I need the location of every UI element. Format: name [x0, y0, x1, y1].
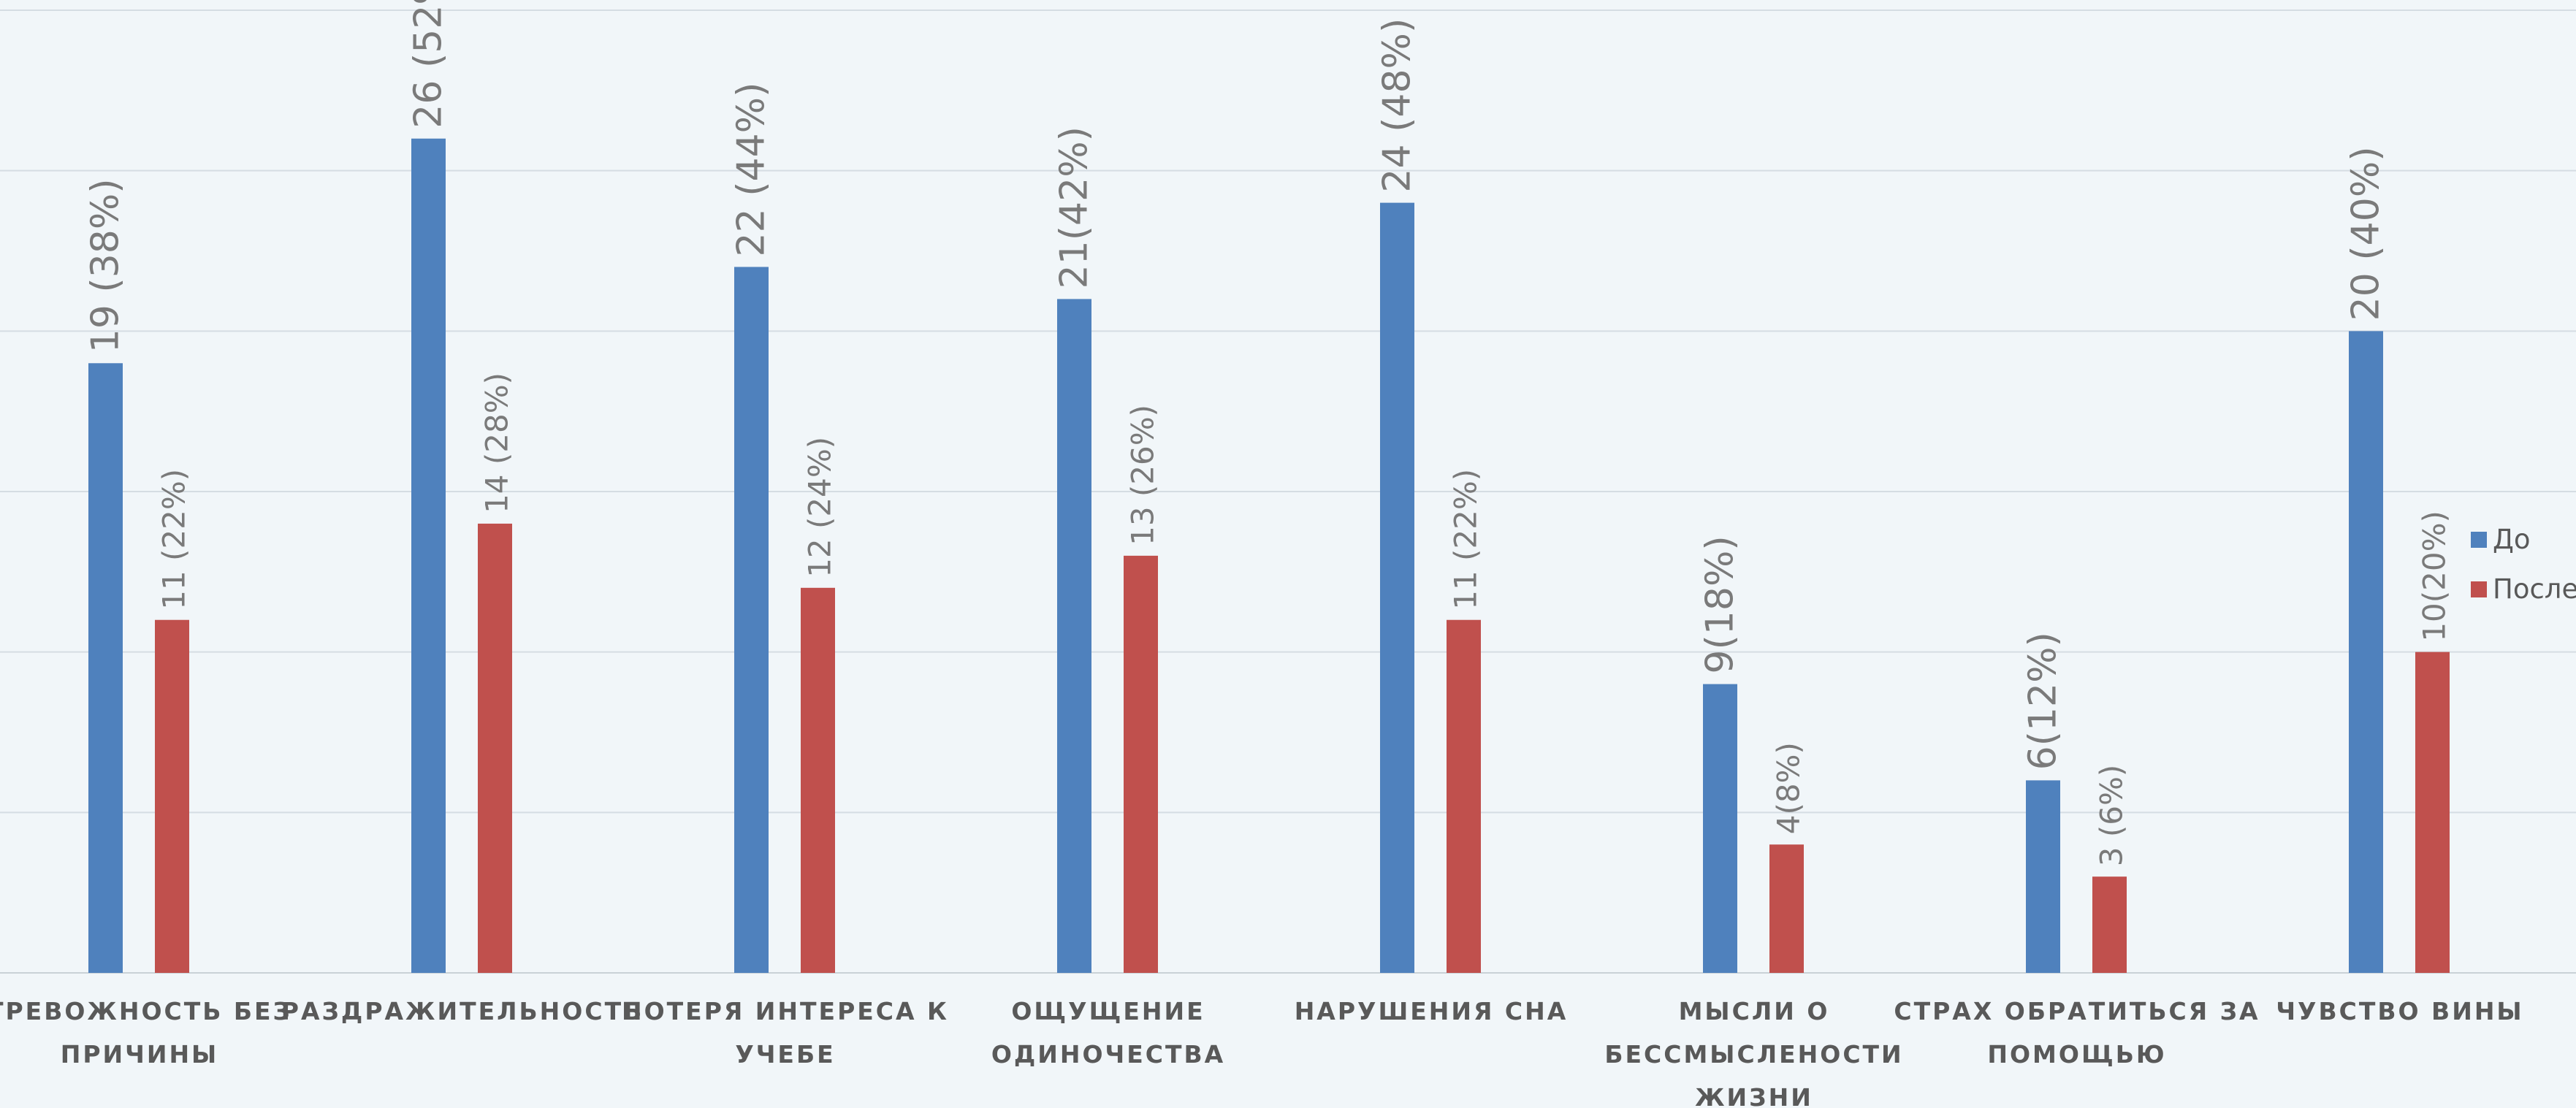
category-label-3: ОЩУЩЕНИЕ ОДИНОЧЕСТВА: [991, 997, 1225, 1069]
data-label-after-4: 11 (22%): [1448, 469, 1484, 610]
data-label-after-0: 11 (22%): [156, 469, 192, 610]
bar-before-7: [2349, 331, 2383, 973]
legend-swatch-before: [2471, 532, 2487, 548]
category-label-0: ТРЕВОЖНОСТЬ БЕЗ ПРИЧИНЫ: [0, 997, 292, 1069]
bar-before-3: [1057, 299, 1091, 973]
data-label-before-0: 19 (38%): [84, 178, 128, 353]
data-label-after-6: 3 (6%): [2094, 765, 2130, 866]
bar-before-2: [734, 267, 769, 973]
data-label-before-5: 9(18%): [1699, 535, 1742, 673]
data-label-before-3: 21(42%): [1053, 126, 1097, 289]
data-label-before-6: 6(12%): [2021, 632, 2065, 770]
bar-after-5: [1769, 844, 1804, 973]
bar-before-4: [1380, 202, 1414, 974]
bar-before-0: [88, 363, 123, 973]
legend-swatch-after: [2471, 581, 2487, 597]
bar-before-5: [1703, 684, 1737, 973]
bar-after-1: [478, 523, 512, 973]
bars: [88, 138, 2450, 974]
category-labels: ТРЕВОЖНОСТЬ БЕЗ ПРИЧИНЫРАЗДРАЖИТЕЛЬНОСТЬП…: [0, 997, 2523, 1108]
data-label-after-5: 4(8%): [1771, 742, 1807, 834]
category-label-5: МЫСЛИ О БЕССМЫСЛЕНОСТИ ЖИЗНИ: [1604, 997, 1903, 1108]
data-label-before-1: 26 (52%): [407, 0, 451, 129]
data-label-after-3: 13 (26%): [1125, 405, 1161, 546]
bar-after-7: [2415, 652, 2450, 973]
data-label-before-4: 24 (48%): [1376, 18, 1420, 193]
legend-label-after: После: [2493, 573, 2576, 605]
data-label-before-7: 20 (40%): [2344, 146, 2388, 321]
data-label-before-2: 22 (44%): [730, 83, 774, 257]
bar-after-2: [801, 587, 835, 973]
data-labels: 19 (38%) 11 (22%) 26 (52%) 14 (28%) 22 (44%)…: [84, 0, 2453, 866]
category-label-2: ПОТЕРЯ ИНТЕРЕСА К УЧЕБЕ: [622, 997, 949, 1069]
data-label-after-2: 12 (24%): [802, 437, 838, 578]
category-label-6: СТРАХ ОБРАТИТЬСЯ ЗА ПОМОЩЬЮ: [1894, 997, 2260, 1069]
category-label-4: НАРУШЕНИЯ СНА: [1295, 997, 1569, 1025]
data-label-after-7: 10(20%): [2417, 511, 2453, 642]
bar-before-1: [411, 138, 446, 973]
category-label-1: РАЗДРАЖИТЕЛЬНОСТЬ: [281, 997, 644, 1025]
category-label-7: ЧУВСТВО ВИНЫ: [2276, 997, 2523, 1025]
bar-before-6: [2026, 780, 2060, 973]
bar-after-0: [155, 619, 189, 973]
legend: До После: [2471, 524, 2576, 605]
gridlines: [0, 9, 2576, 974]
data-label-after-1: 14 (28%): [479, 372, 515, 513]
legend-label-before: До: [2493, 524, 2531, 555]
bar-after-3: [1124, 555, 1158, 973]
bar-after-4: [1447, 619, 1481, 973]
bar-after-6: [2092, 876, 2127, 973]
